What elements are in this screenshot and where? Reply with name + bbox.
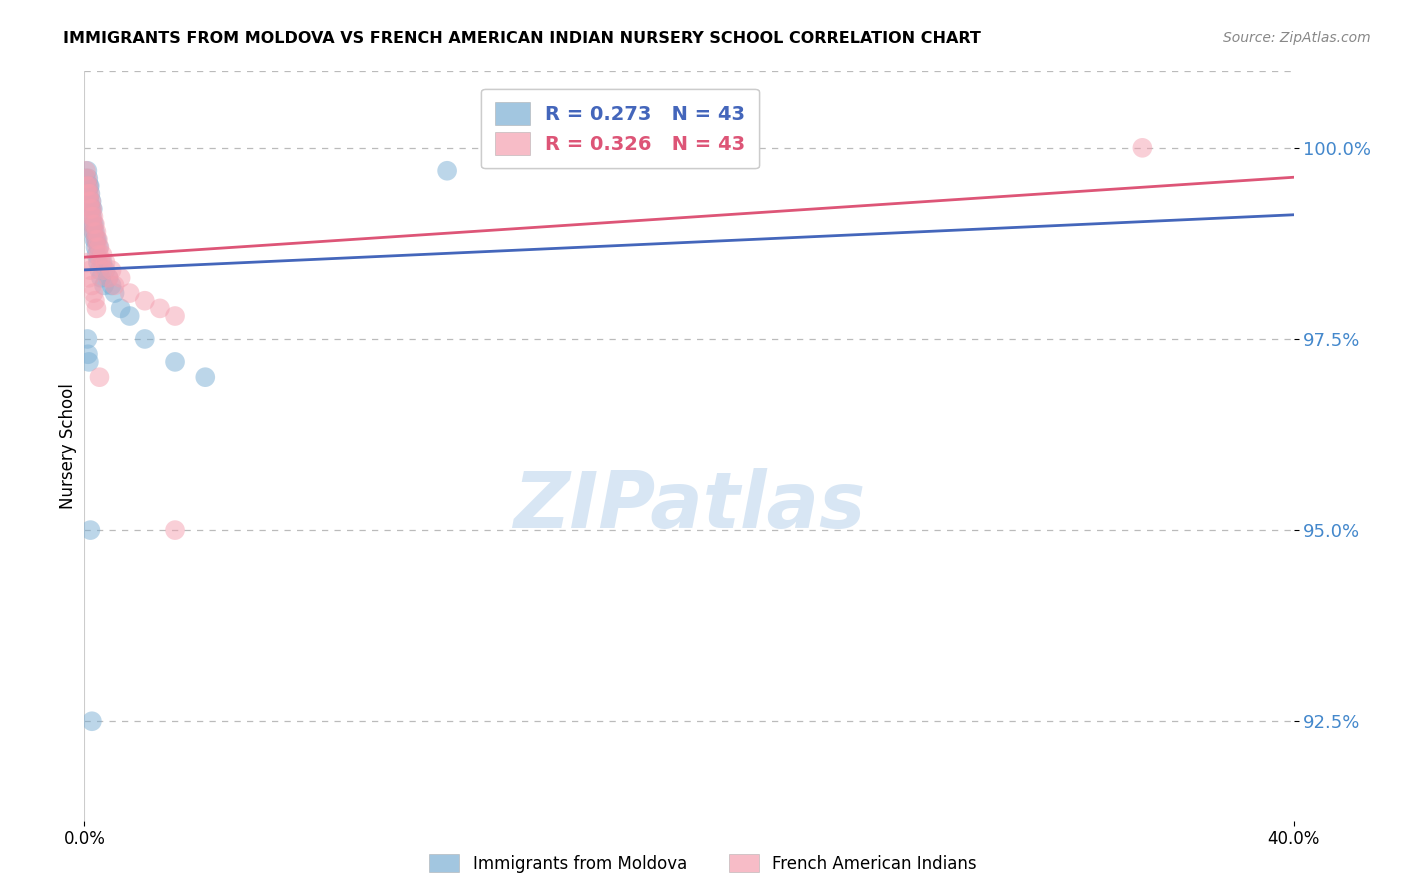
Text: ZIPatlas: ZIPatlas	[513, 468, 865, 544]
Point	[165, 523, 187, 537]
Point	[110, 270, 132, 285]
Point	[97, 270, 120, 285]
Point	[436, 163, 458, 178]
Legend: Immigrants from Moldova, French American Indians: Immigrants from Moldova, French American…	[423, 847, 983, 880]
Point	[84, 217, 107, 231]
Point	[76, 163, 98, 178]
Point	[77, 194, 100, 209]
Point	[82, 217, 104, 231]
Point	[84, 233, 107, 247]
Point	[77, 171, 100, 186]
Point	[77, 179, 100, 194]
Point	[91, 255, 114, 269]
Point	[118, 286, 141, 301]
Point	[77, 347, 100, 361]
Point	[84, 225, 107, 239]
Point	[79, 179, 101, 194]
Point	[149, 301, 172, 316]
Point	[100, 278, 122, 293]
Point	[87, 255, 110, 269]
Point	[77, 179, 100, 194]
Text: IMMIGRANTS FROM MOLDOVA VS FRENCH AMERICAN INDIAN NURSERY SCHOOL CORRELATION CHA: IMMIGRANTS FROM MOLDOVA VS FRENCH AMERIC…	[63, 31, 981, 46]
Legend: R = 0.273   N = 43, R = 0.326   N = 43: R = 0.273 N = 43, R = 0.326 N = 43	[481, 88, 759, 169]
Point	[80, 194, 103, 209]
Point	[79, 186, 101, 201]
Point	[75, 171, 97, 186]
Point	[165, 309, 187, 323]
Point	[79, 202, 101, 216]
Point	[82, 217, 104, 231]
Point	[90, 255, 112, 269]
Point	[76, 179, 98, 194]
Point	[91, 248, 114, 262]
Point	[76, 332, 98, 346]
Point	[80, 278, 103, 293]
Point	[77, 186, 100, 201]
Point	[80, 202, 103, 216]
Point	[82, 286, 104, 301]
Point	[86, 248, 108, 262]
Point	[86, 301, 108, 316]
Point	[80, 714, 103, 729]
Point	[104, 278, 127, 293]
Point	[165, 355, 187, 369]
Point	[134, 293, 156, 308]
Point	[84, 240, 107, 254]
Point	[82, 202, 104, 216]
Point	[80, 194, 103, 209]
Point	[84, 293, 107, 308]
Point	[110, 301, 132, 316]
Point	[134, 332, 156, 346]
Point	[97, 270, 120, 285]
Point	[77, 355, 100, 369]
Point	[86, 233, 108, 247]
Point	[100, 263, 122, 277]
Point	[76, 255, 98, 269]
Point	[89, 263, 111, 277]
Point	[83, 225, 105, 239]
Point	[94, 255, 117, 269]
Point	[194, 370, 217, 384]
Point	[83, 233, 105, 247]
Point	[94, 263, 117, 277]
Point	[87, 233, 110, 247]
Point	[77, 270, 100, 285]
Point	[76, 179, 98, 194]
Point	[79, 186, 101, 201]
Point	[86, 225, 108, 239]
Y-axis label: Nursery School: Nursery School	[59, 383, 77, 509]
Point	[118, 309, 141, 323]
Point	[89, 370, 111, 384]
Point	[82, 210, 104, 224]
Point	[79, 263, 101, 277]
Point	[87, 240, 110, 254]
Point	[76, 171, 98, 186]
Point	[84, 233, 107, 247]
Point	[82, 225, 104, 239]
Text: Source: ZipAtlas.com: Source: ZipAtlas.com	[1223, 31, 1371, 45]
Point	[87, 248, 110, 262]
Point	[89, 240, 111, 254]
Point	[1132, 141, 1154, 155]
Point	[104, 286, 127, 301]
Point	[77, 186, 100, 201]
Point	[93, 278, 115, 293]
Point	[80, 210, 103, 224]
Point	[86, 240, 108, 254]
Point	[90, 270, 112, 285]
Point	[93, 263, 115, 277]
Point	[80, 210, 103, 224]
Point	[79, 523, 101, 537]
Point	[83, 217, 105, 231]
Point	[77, 194, 100, 209]
Point	[82, 202, 104, 216]
Point	[75, 163, 97, 178]
